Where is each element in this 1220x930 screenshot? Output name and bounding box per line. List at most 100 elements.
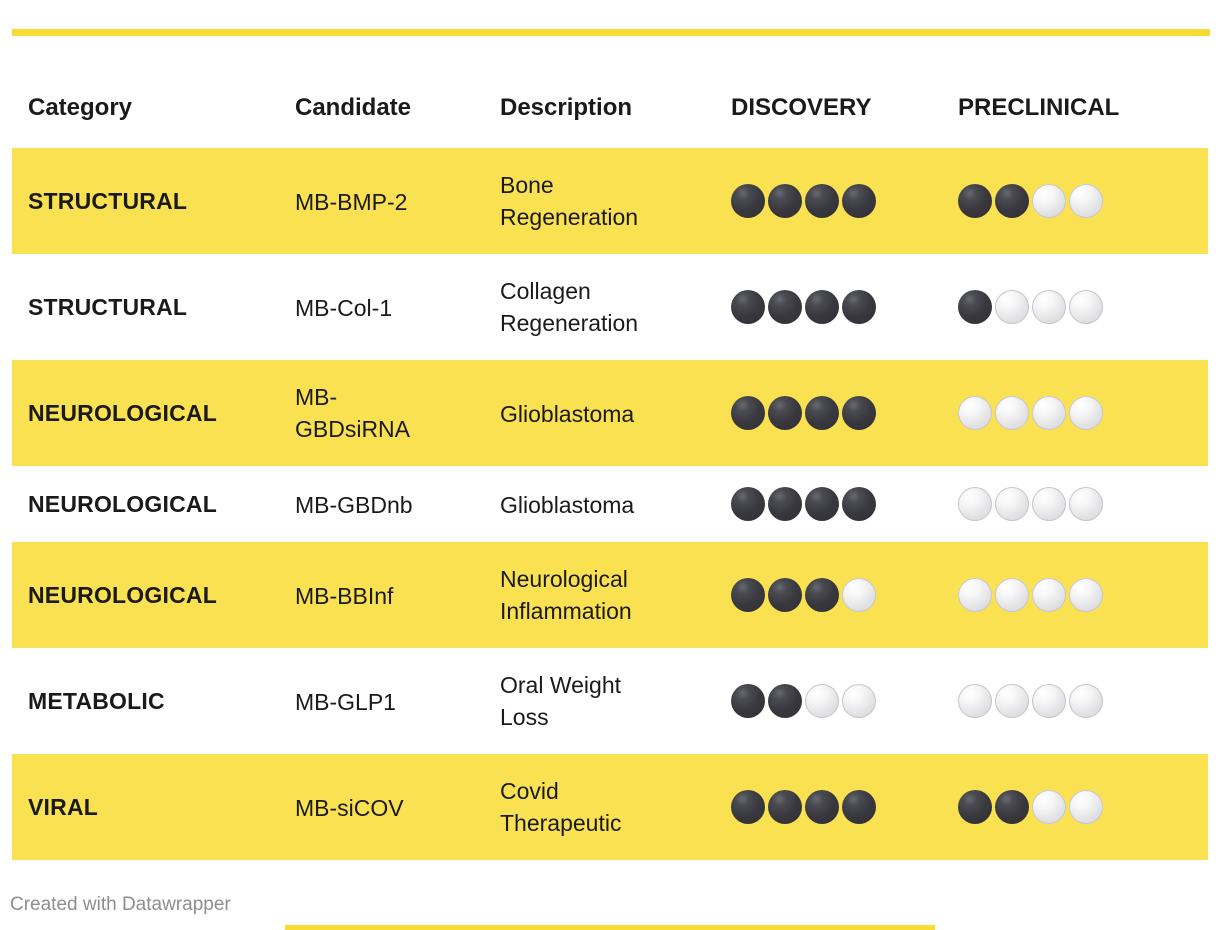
progress-dot-empty-icon [995,290,1029,324]
progress-dot-filled-icon [768,578,802,612]
candidate-cell: MB-BBInf [279,542,484,648]
progress-dot-empty-icon [1032,396,1066,430]
discovery-dots [731,290,932,324]
candidate-text: MB-GLP1 [295,688,396,715]
progress-dot-filled-icon [842,487,876,521]
description-text: Oral Weight Loss [500,672,622,730]
progress-dot-empty-icon [1069,578,1103,612]
progress-dot-empty-icon [995,396,1029,430]
progress-dot-empty-icon [1069,290,1103,324]
progress-dot-filled-icon [805,184,839,218]
progress-dot-filled-icon [842,396,876,430]
progress-dot-filled-icon [768,184,802,218]
progress-dot-filled-icon [842,790,876,824]
progress-dot-empty-icon [842,684,876,718]
progress-dot-empty-icon [1032,184,1066,218]
progress-dot-filled-icon [768,290,802,324]
progress-dot-filled-icon [768,684,802,718]
progress-dot-empty-icon [958,684,992,718]
progress-dot-filled-icon [958,790,992,824]
discovery-dots [731,487,932,521]
description-text: Glioblastoma [500,400,635,427]
table-row: METABOLIC MB-GLP1 Oral Weight Loss [12,648,1208,754]
table-row: NEUROLOGICAL MB-GBDnb Glioblastoma [12,466,1208,542]
description-text: Bone Regeneration [500,172,639,230]
table-row: STRUCTURAL MB-BMP-2 Bone Regeneration [12,148,1208,254]
description-cell: Glioblastoma [484,466,715,542]
column-header-candidate: Candidate [295,94,412,121]
progress-dot-empty-icon [805,684,839,718]
discovery-cell [715,754,942,860]
progress-dot-filled-icon [958,184,992,218]
progress-dot-empty-icon [1032,290,1066,324]
accent-bar-bottom [285,925,935,930]
progress-dot-empty-icon [1069,396,1103,430]
progress-dot-filled-icon [805,790,839,824]
discovery-dots [731,790,932,824]
description-cell: Covid Therapeutic [484,754,715,860]
description-text: Covid Therapeutic [500,778,622,836]
column-header-description: Description [500,94,633,121]
category-cell: NEUROLOGICAL [12,360,279,466]
table-row: VIRAL MB-siCOV Covid Therapeutic [12,754,1208,860]
candidate-text: MB-Col-1 [295,294,393,321]
column-header-discovery: DISCOVERY [731,94,872,121]
description-text: Collagen Regeneration [500,278,639,336]
discovery-cell [715,148,942,254]
preclinical-dots [958,396,1198,430]
category-cell: VIRAL [12,754,279,860]
progress-dot-filled-icon [768,790,802,824]
progress-dot-filled-icon [805,290,839,324]
preclinical-dots [958,578,1198,612]
table-row: NEUROLOGICAL MB-BBInf Neurological Inflamm… [12,542,1208,648]
progress-dot-empty-icon [1069,184,1103,218]
discovery-cell [715,360,942,466]
progress-dot-filled-icon [731,396,765,430]
progress-dot-filled-icon [995,184,1029,218]
progress-dot-empty-icon [995,578,1029,612]
progress-dot-empty-icon [1069,684,1103,718]
candidate-cell: MB-siCOV [279,754,484,860]
pipeline-table: Category Candidate Description DISCOVERY… [12,60,1208,860]
candidate-cell: MB-GBDnb [279,466,484,542]
preclinical-dots [958,684,1198,718]
progress-dot-empty-icon [995,487,1029,521]
candidate-text: MB-GBDnb [295,491,413,518]
progress-dot-empty-icon [958,578,992,612]
progress-dot-filled-icon [731,578,765,612]
description-cell: Glioblastoma [484,360,715,466]
progress-dot-empty-icon [1032,684,1066,718]
accent-bar-top [12,29,1210,36]
progress-dot-empty-icon [1032,487,1066,521]
discovery-dots [731,396,932,430]
preclinical-cell [942,466,1208,542]
column-header-preclinical: PRECLINICAL [958,94,1120,121]
description-cell: Oral Weight Loss [484,648,715,754]
progress-dot-empty-icon [1069,790,1103,824]
category-cell: METABOLIC [28,688,165,714]
progress-dot-filled-icon [768,396,802,430]
preclinical-cell [942,542,1208,648]
progress-dot-empty-icon [842,578,876,612]
table-body: STRUCTURAL MB-BMP-2 Bone Regeneration STRUC… [12,148,1208,860]
progress-dot-filled-icon [842,184,876,218]
progress-dot-filled-icon [842,290,876,324]
progress-dot-filled-icon [805,487,839,521]
candidate-text: MB-GBDsiRNA [295,384,411,442]
candidate-text: MB-BMP-2 [295,188,408,215]
preclinical-cell [942,148,1208,254]
progress-dot-filled-icon [958,290,992,324]
description-cell: Neurological Inflammation [484,542,715,648]
progress-dot-filled-icon [731,290,765,324]
candidate-cell: MB-GBDsiRNA [279,360,484,466]
preclinical-dots [958,184,1198,218]
candidate-cell: MB-Col-1 [279,254,484,360]
progress-dot-empty-icon [1032,790,1066,824]
discovery-cell [715,466,942,542]
progress-dot-empty-icon [995,684,1029,718]
category-cell: STRUCTURAL [12,148,279,254]
discovery-dots [731,184,932,218]
discovery-dots [731,578,932,612]
candidate-cell: MB-GLP1 [279,648,484,754]
discovery-cell [715,254,942,360]
